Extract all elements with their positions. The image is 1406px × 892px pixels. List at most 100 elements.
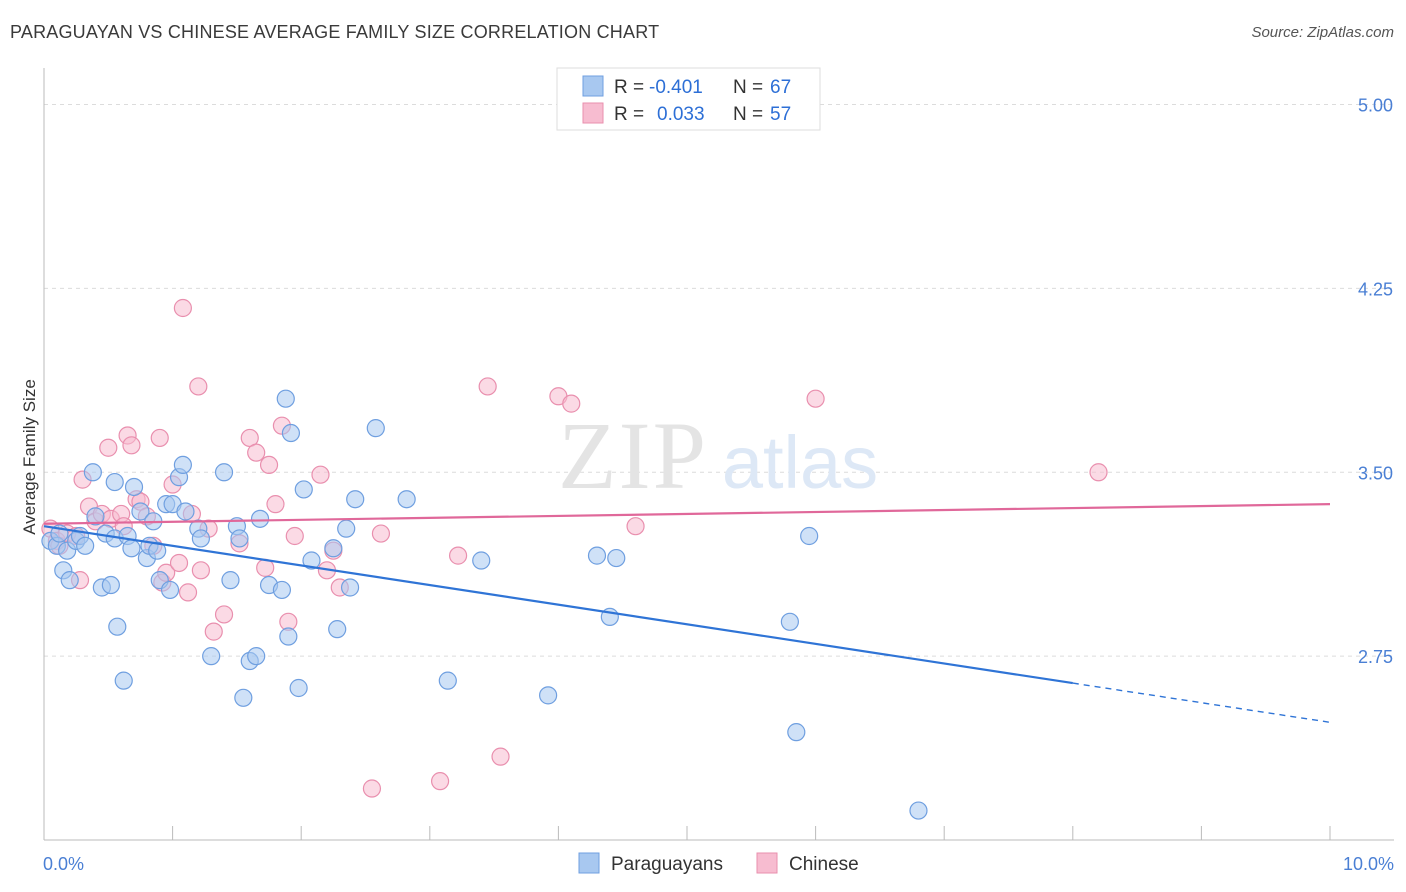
paraguayan-point	[160, 580, 180, 600]
paraguayan-point	[250, 509, 270, 528]
legend-r-value-blue: -0.401	[649, 77, 703, 98]
paraguayan-point	[276, 389, 295, 408]
series-legend: Paraguayans Chinese	[578, 852, 859, 875]
chinese-point	[285, 526, 304, 546]
legend-swatch-pink	[582, 102, 604, 124]
paraguayan-point	[221, 571, 240, 590]
legend-n-value-blue: 67	[770, 77, 791, 98]
paraguayan-point	[122, 539, 141, 558]
chinese-point	[562, 394, 581, 413]
legend-swatch-chinese	[756, 852, 778, 874]
paraguayan-point	[607, 548, 626, 568]
legend-swatch-blue	[582, 75, 604, 97]
paraguayan-point	[173, 455, 192, 475]
chinese-point	[214, 605, 234, 624]
paraguayan-point	[302, 551, 321, 570]
chinese-point	[191, 561, 210, 580]
paraguayan-point	[472, 551, 491, 570]
paraguayan-point	[234, 688, 253, 707]
paraguayan-point	[281, 423, 301, 443]
paraguayan-point	[101, 575, 120, 595]
paraguayan-point	[397, 490, 416, 509]
legend-r-label-blue: R =	[614, 77, 644, 98]
trend-lines	[43, 503, 1331, 724]
y-tick-label: 3.50	[1358, 463, 1393, 483]
chinese-point	[371, 524, 391, 543]
chinese-point	[99, 438, 118, 457]
paraguayan-point	[105, 472, 124, 492]
paraguayan-point	[324, 539, 343, 558]
paraguayan-point	[587, 546, 607, 565]
chinese-point	[491, 747, 510, 766]
chinese-points	[41, 298, 1108, 798]
chinese-point	[178, 583, 198, 602]
paraguayan-point	[76, 536, 95, 555]
chinese-point	[169, 553, 189, 573]
paraguayan-trend-line	[43, 525, 1073, 685]
paraguayan-point	[124, 477, 144, 497]
paraguayan-point	[214, 463, 234, 482]
stats-legend: R = -0.401 N = 67 R = 0.033 N = 57	[556, 67, 821, 131]
chart-title: PARAGUAYAN VS CHINESE AVERAGE FAMILY SIZ…	[10, 22, 660, 42]
paraguayan-point	[787, 723, 806, 742]
paraguayan-point	[780, 612, 799, 631]
source-credit: Source: ZipAtlas.com	[1251, 24, 1394, 41]
paraguayan-point	[340, 578, 360, 597]
legend-n-label-pink: N =	[733, 104, 763, 125]
paraguayan-point	[539, 686, 558, 705]
chinese-point	[173, 298, 192, 318]
axes	[43, 68, 1394, 841]
paraguayan-point	[294, 480, 313, 499]
legend-swatch-paraguayans	[578, 852, 600, 874]
paraguayan-point	[114, 671, 133, 690]
paraguayan-point	[60, 571, 79, 590]
chinese-point	[362, 779, 382, 798]
paraguayan-point	[131, 502, 150, 521]
chinese-point	[311, 465, 330, 484]
chinese-point	[204, 622, 223, 641]
chinese-point	[1089, 463, 1108, 482]
chinese-point	[430, 772, 450, 791]
gridlines	[44, 104, 1394, 657]
y-tick-label: 2.75	[1358, 647, 1393, 667]
chinese-point	[266, 495, 285, 514]
paraguayan-points	[41, 389, 928, 820]
paraguayan-trend-extension	[1072, 682, 1331, 724]
paraguayan-point	[272, 580, 292, 600]
legend-label-paraguayans: Paraguayans	[611, 854, 723, 875]
paraguayan-point	[909, 801, 928, 820]
y-axis-title: Average Family Size	[20, 379, 39, 535]
paraguayan-point	[438, 671, 457, 690]
chinese-point	[478, 377, 497, 396]
watermark-atlas: atlas	[722, 421, 878, 504]
paraguayan-point	[279, 627, 298, 646]
paraguayan-point	[108, 617, 127, 636]
y-tick-labels: 2.75 3.50 4.25 5.00	[1358, 96, 1393, 668]
legend-r-value-pink: 0.033	[657, 104, 705, 125]
chinese-point	[189, 377, 208, 396]
paraguayan-point	[202, 647, 221, 666]
paraguayan-point	[176, 502, 195, 521]
paraguayan-point	[800, 526, 819, 546]
paraguayan-point	[346, 490, 365, 509]
legend-n-value-pink: 57	[770, 104, 791, 125]
legend-r-label-pink: R =	[614, 104, 644, 125]
x-tick-label-max: 10.0%	[1343, 854, 1394, 874]
paraguayan-point	[86, 507, 105, 526]
paraguayan-point	[328, 620, 347, 639]
x-tick-label-min: 0.0%	[43, 854, 84, 874]
chinese-point	[247, 443, 266, 462]
paraguayan-point	[289, 678, 308, 698]
y-tick-label: 5.00	[1358, 96, 1393, 116]
paraguayan-point	[148, 541, 167, 560]
legend-n-label-blue: N =	[733, 77, 763, 98]
chinese-point	[448, 546, 468, 565]
chinese-point	[150, 428, 169, 448]
paraguayan-point	[83, 463, 102, 482]
y-tick-label: 4.25	[1358, 279, 1393, 299]
paraguayan-point	[247, 647, 266, 666]
chinese-point	[122, 436, 141, 455]
chinese-point	[806, 389, 825, 408]
chinese-point	[259, 455, 279, 475]
